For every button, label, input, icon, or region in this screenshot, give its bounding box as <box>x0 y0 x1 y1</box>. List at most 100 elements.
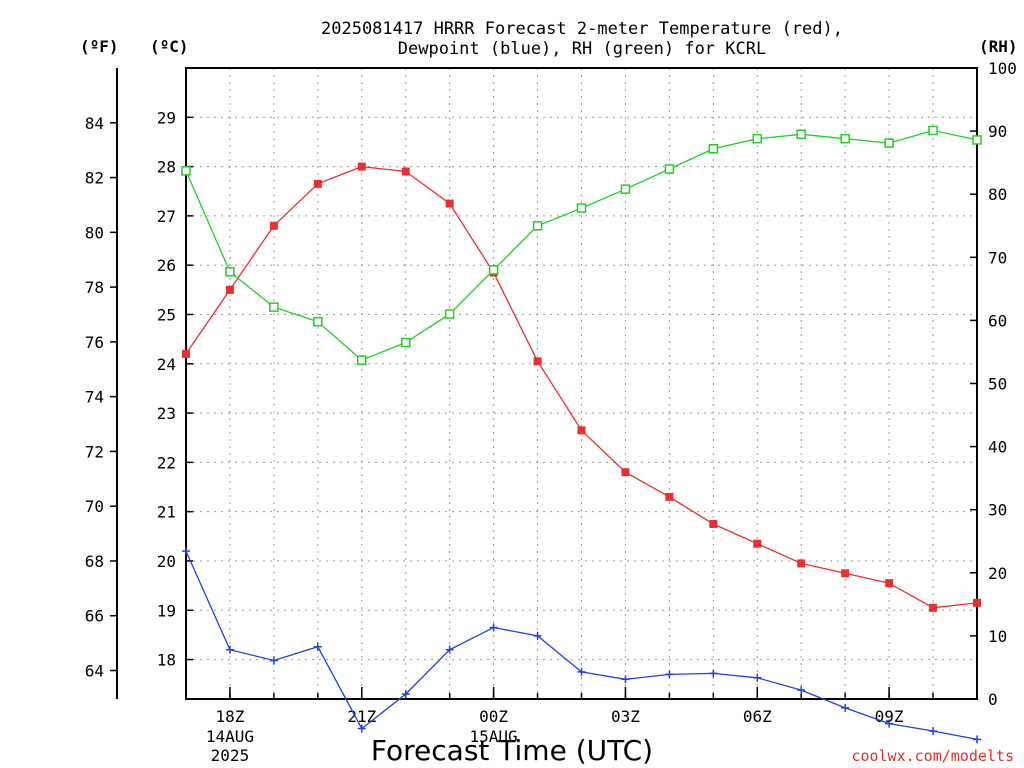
rh-point <box>576 203 587 213</box>
rh-point <box>357 355 367 365</box>
rh-tick-label: 40 <box>988 438 1007 457</box>
celsius-tick-label: 26 <box>157 256 176 275</box>
rh-tick-label: 90 <box>988 122 1007 141</box>
temperature-point <box>577 426 586 435</box>
series-0 <box>182 162 981 612</box>
chart-title-line1: 2025081417 HRRR Forecast 2-meter Tempera… <box>321 19 843 39</box>
fahrenheit-axis: 64 66 68 70 72 74 76 78 80 82 84 <box>85 114 117 681</box>
rh-point <box>928 125 938 136</box>
celsius-tick-label: 21 <box>157 503 176 522</box>
dewpoint-point <box>225 645 234 654</box>
series-line <box>185 165 978 609</box>
temperature-point <box>225 285 234 294</box>
temperature-point <box>313 179 322 188</box>
rh-tick-label: 30 <box>988 501 1007 520</box>
temperature-point <box>885 579 894 588</box>
fahrenheit-tick-label: 80 <box>85 223 104 242</box>
celsius-axis: 18 19 20 21 22 23 24 25 26 27 28 29 <box>157 108 193 670</box>
dewpoint-point <box>445 645 454 654</box>
rh-tick-label: 80 <box>988 185 1007 204</box>
chart-title-line2: Dewpoint (blue), RH (green) for KCRL <box>398 39 766 59</box>
rh-point <box>796 129 806 140</box>
rh-point <box>664 164 675 174</box>
celsius-tick-label: 22 <box>157 453 176 472</box>
series-2 <box>181 125 982 365</box>
temperature-point <box>753 539 762 548</box>
rh-point <box>400 337 411 348</box>
fahrenheit-tick-label: 64 <box>85 662 104 681</box>
fahrenheit-tick-label: 70 <box>85 497 104 516</box>
dewpoint-point <box>182 547 190 556</box>
temperature-point <box>929 603 938 612</box>
dewpoint-point <box>401 690 410 699</box>
celsius-unit-label: (ºC) <box>150 37 189 56</box>
credit-link[interactable]: coolwx.com/modelts <box>851 747 1014 765</box>
temperature-point <box>533 357 542 366</box>
rh-point <box>181 166 191 176</box>
time-tick-label: 06Z <box>743 707 772 726</box>
celsius-tick-label: 20 <box>157 552 176 571</box>
fahrenheit-tick-label: 66 <box>85 607 104 626</box>
dewpoint-point <box>885 719 894 728</box>
dewpoint-point <box>797 686 806 695</box>
fahrenheit-tick-label: 82 <box>85 169 104 188</box>
rh-point <box>225 267 235 277</box>
temperature-point <box>973 598 981 607</box>
x-axis-title: Forecast Time (UTC) <box>371 734 653 767</box>
temperature-point <box>621 468 630 477</box>
celsius-tick-label: 24 <box>157 355 176 374</box>
rh-axis: 0 10 20 30 40 50 60 70 80 90 100 <box>970 59 1017 709</box>
rh-point <box>840 133 850 144</box>
dewpoint-point <box>973 735 981 744</box>
fahrenheit-tick-label: 68 <box>85 552 104 571</box>
series-line <box>185 129 978 361</box>
time-tick-label: 00Z <box>479 707 508 726</box>
rh-point <box>444 309 455 319</box>
time-tick-label: 21Z <box>347 707 376 726</box>
temperature-point <box>665 492 674 501</box>
rh-point <box>620 184 631 194</box>
time-date-label: 15AUG <box>470 727 518 746</box>
dewpoint-point <box>533 631 542 640</box>
series-layer <box>181 125 982 744</box>
temperature-point <box>709 519 718 528</box>
temperature-point <box>445 199 454 208</box>
rh-tick-label: 70 <box>988 248 1007 267</box>
rh-tick-label: 0 <box>988 690 998 709</box>
fahrenheit-tick-label: 72 <box>85 442 104 461</box>
rh-tick-label: 50 <box>988 375 1007 394</box>
dewpoint-point <box>489 623 498 632</box>
time-tick-label: 18Z <box>215 707 244 726</box>
celsius-tick-label: 23 <box>157 404 176 423</box>
rh-point <box>752 133 763 144</box>
time-year-label: 2025 <box>211 746 250 765</box>
dewpoint-point <box>269 656 278 665</box>
series-1 <box>182 547 981 744</box>
temperature-point <box>182 349 190 358</box>
rh-tick-label: 20 <box>988 564 1007 583</box>
grid <box>186 68 978 699</box>
rh-point <box>269 302 279 312</box>
fahrenheit-tick-label: 84 <box>85 114 104 133</box>
dewpoint-point <box>313 642 322 651</box>
celsius-tick-label: 18 <box>157 651 176 670</box>
celsius-tick-label: 29 <box>157 108 176 127</box>
celsius-tick-label: 19 <box>157 601 176 620</box>
temperature-point <box>841 569 850 578</box>
rh-tick-label: 10 <box>988 627 1007 646</box>
celsius-tick-label: 25 <box>157 305 176 324</box>
rh-point <box>972 135 982 145</box>
rh-unit-label: (RH) <box>979 37 1018 56</box>
dewpoint-point <box>841 703 850 712</box>
dewpoint-point <box>753 673 762 682</box>
fahrenheit-tick-label: 78 <box>85 278 104 297</box>
dewpoint-point <box>709 669 718 678</box>
rh-tick-label: 60 <box>988 311 1007 330</box>
rh-point <box>884 138 894 148</box>
dewpoint-point <box>929 727 938 736</box>
fahrenheit-unit-label: (ºF) <box>80 37 119 56</box>
temperature-point <box>269 221 278 230</box>
dewpoint-point <box>357 724 366 733</box>
temperature-point <box>797 559 806 568</box>
